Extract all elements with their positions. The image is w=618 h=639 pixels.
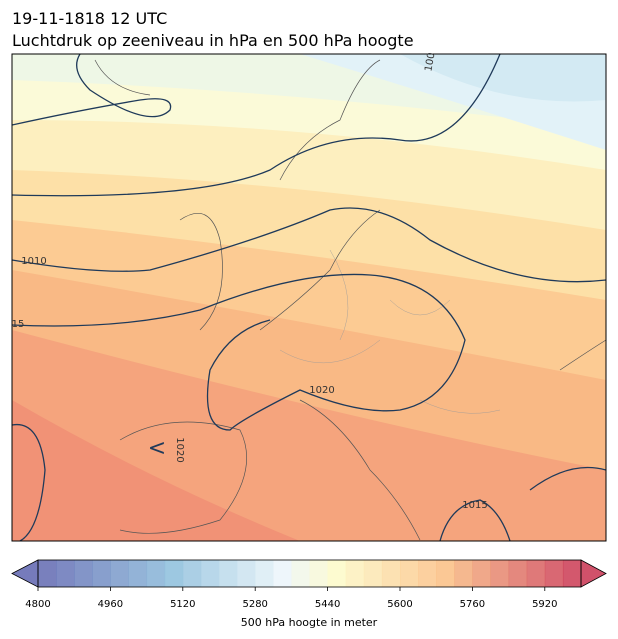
isobar bbox=[12, 273, 466, 431]
contour-labels: 1010 15 1020 1020 100 1015 < bbox=[12, 52, 488, 511]
colorbar-tick-label: 5280 bbox=[242, 599, 267, 610]
colorbar: 4800 4960 5120 5280 5440 5600 5760 5920 bbox=[11, 559, 607, 610]
isobar bbox=[12, 207, 606, 283]
colorbar-tick-label: 5600 bbox=[387, 599, 412, 610]
colorbar-swatch bbox=[490, 560, 510, 587]
isobar bbox=[12, 54, 501, 197]
isobar bbox=[12, 54, 172, 126]
colorbar-frame bbox=[37, 559, 582, 588]
colorbar-swatch bbox=[273, 560, 292, 587]
colorbar-swatch bbox=[110, 560, 129, 587]
colorbar-tick-label: 4800 bbox=[25, 599, 50, 610]
colorbar-swatch bbox=[381, 560, 401, 587]
colorbar-swatch bbox=[219, 560, 238, 587]
colorbar-swatch bbox=[526, 560, 546, 587]
contour-label: 1015 bbox=[462, 500, 487, 511]
colorbar-tick-label: 5920 bbox=[532, 599, 557, 610]
low-marker: < bbox=[148, 436, 166, 461]
colorbar-tick-label: 5440 bbox=[315, 599, 340, 610]
colorbar-swatch bbox=[309, 560, 329, 587]
subtitle: Luchtdruk op zeeniveau in hPa en 500 hPa… bbox=[12, 31, 414, 50]
contour-label: 15 bbox=[12, 319, 25, 330]
colorbar-swatch bbox=[418, 560, 437, 587]
colorbar-swatch bbox=[400, 560, 419, 587]
isobar bbox=[12, 423, 46, 541]
contour-label: 1020 bbox=[174, 437, 185, 462]
colorbar-swatch bbox=[472, 560, 491, 587]
isobar bbox=[439, 466, 606, 541]
title: 19-11-1818 12 UTC bbox=[12, 9, 167, 28]
colorbar-swatch bbox=[454, 560, 473, 587]
colorbar-swatch bbox=[128, 560, 148, 587]
colorbar-swatch bbox=[508, 560, 528, 587]
colorbar-swatch bbox=[255, 560, 274, 587]
colorbar-label: 500 hPa hoogte in meter bbox=[241, 616, 378, 629]
colorbar-swatch bbox=[237, 560, 256, 587]
colorbar-swatch bbox=[74, 560, 93, 587]
colorbar-extend bbox=[11, 559, 39, 588]
contour-label: 1010 bbox=[21, 256, 46, 267]
colorbar-extend bbox=[580, 559, 607, 588]
colorbar-swatch bbox=[436, 560, 455, 587]
colorbar-swatch bbox=[345, 560, 365, 587]
map bbox=[12, 54, 606, 541]
height-band bbox=[360, 54, 606, 102]
colorbar-tick-label: 4960 bbox=[98, 599, 123, 610]
border bbox=[279, 249, 501, 414]
colorbar-tick-label: 5760 bbox=[460, 599, 485, 610]
colorbar-swatch bbox=[56, 560, 75, 587]
colorbar-swatch bbox=[327, 560, 347, 587]
coastline bbox=[94, 59, 606, 541]
colorbar-swatch bbox=[291, 560, 310, 587]
colorbar-swatch bbox=[200, 560, 220, 587]
colorbar-swatch bbox=[182, 560, 202, 587]
colorbar-swatch bbox=[146, 560, 166, 587]
colorbar-swatch bbox=[544, 560, 564, 587]
colorbar-swatch bbox=[38, 560, 57, 587]
contour-label: 1020 bbox=[309, 385, 334, 396]
colorbar-swatch bbox=[164, 560, 184, 587]
colorbar-swatch bbox=[363, 560, 383, 587]
map-frame bbox=[11, 53, 607, 542]
colorbar-swatch bbox=[562, 560, 582, 587]
colorbar-tick-label: 5120 bbox=[170, 599, 195, 610]
colorbar-swatch bbox=[92, 560, 111, 587]
contour-label: 100 bbox=[423, 52, 437, 73]
